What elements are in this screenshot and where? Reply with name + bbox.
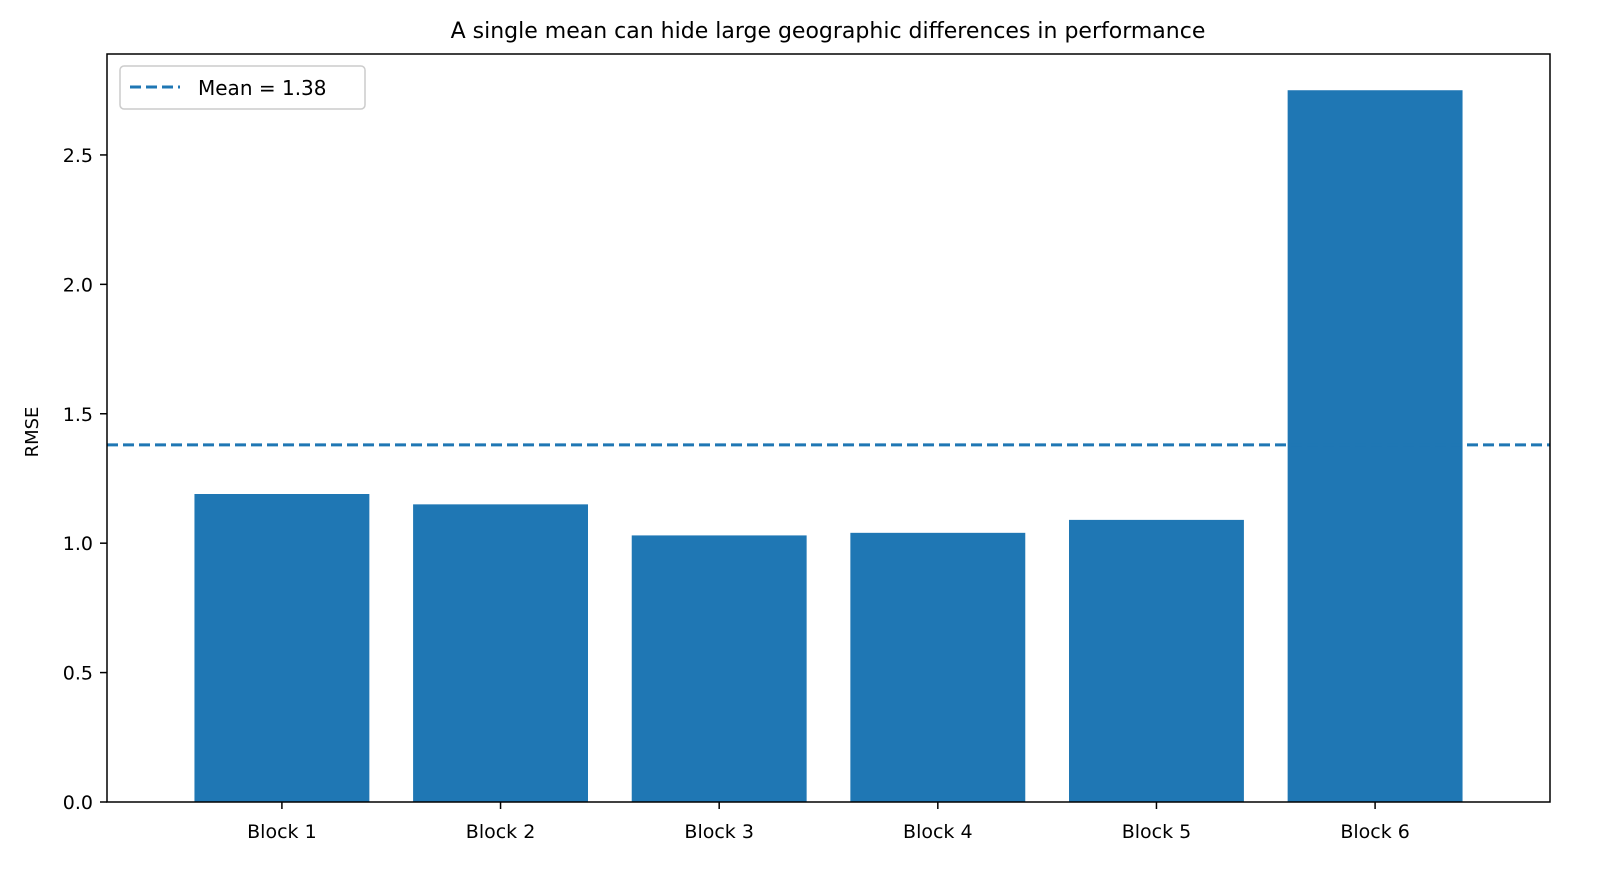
legend-frame [119, 65, 366, 110]
y-tick-label: 2.5 [63, 145, 93, 167]
x-tick-label: Block 1 [247, 821, 317, 843]
ticks-group: 0.0 0.5 1.0 1.5 2.0 2.5 Block 1 Block 2 Block 3 B… [63, 145, 1410, 843]
bar-3 [631, 535, 807, 802]
legend-label-mean: Mean = 1.38 [198, 76, 327, 100]
y-tick-label: 2.0 [63, 274, 93, 296]
y-tick-label: 0.5 [63, 663, 93, 685]
x-tick-label: Block 2 [466, 821, 536, 843]
y-tick-label: 1.5 [63, 404, 93, 426]
x-tick-label: Block 6 [1340, 821, 1410, 843]
plot-frame [106, 53, 1551, 803]
bar-4 [850, 532, 1026, 802]
y-axis-label: RMSE [22, 407, 43, 458]
bar-2 [413, 504, 588, 802]
bar-5 [1069, 519, 1244, 802]
axes-group [106, 53, 1551, 803]
y-tick-label: 1.0 [63, 533, 93, 555]
x-tick-label: Block 5 [1122, 821, 1192, 843]
x-tick-label: Block 4 [903, 821, 973, 843]
chart-title: A single mean can hide large geographic … [451, 19, 1206, 44]
y-tick-label: 0.0 [63, 792, 93, 814]
legend: Mean = 1.38 [119, 65, 366, 110]
x-tick-label: Block 3 [684, 821, 754, 843]
bar-1 [194, 494, 370, 802]
